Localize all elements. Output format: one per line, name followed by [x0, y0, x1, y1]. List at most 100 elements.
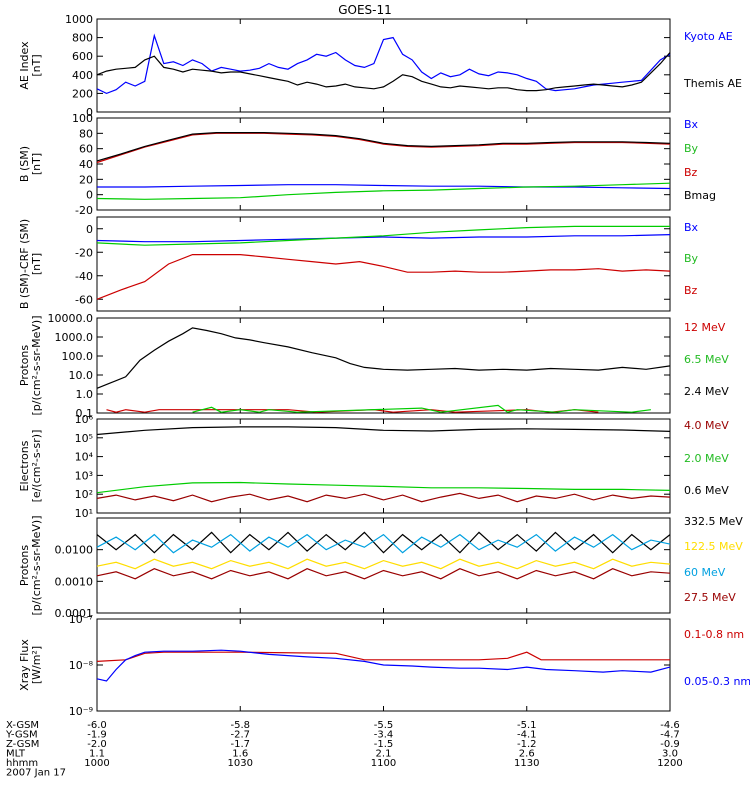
legend-entry-kyoto-ae: Kyoto AE — [684, 30, 733, 43]
legend-entry-12-mev: 12 MeV — [684, 321, 726, 334]
y-axis-label: Xray Flux — [18, 639, 31, 691]
y-tick-label: 10³ — [75, 469, 93, 482]
series-line-122-5-mev — [96, 558, 671, 570]
x-row-label-x-gsm: X-GSM — [6, 720, 39, 731]
y-tick-label: -20 — [75, 204, 93, 217]
y-tick-label: 0 — [86, 189, 93, 202]
series-line-0-05-0-3-nm — [96, 649, 671, 682]
y-tick-label: 0.0010 — [55, 575, 94, 588]
series-line-2-4-mev — [96, 327, 671, 389]
x-row-label-z-gsm: Z-GSM — [6, 739, 39, 750]
y-tick-label: 10000.0 — [48, 312, 94, 325]
x-tick-label: 1100 — [371, 758, 396, 769]
legend-entry-2-4-mev: 2.4 MeV — [684, 385, 729, 398]
x-tick-label: 1000 — [84, 758, 109, 769]
y-tick-label: -20 — [75, 246, 93, 259]
series-line-0-6-mev — [96, 426, 671, 436]
y-axis-label: B (SM) — [18, 146, 31, 182]
x-tick-label: -1.7 — [230, 739, 250, 750]
date-label: 2007 Jan 17 — [6, 768, 66, 779]
x-tick-label: -2.0 — [87, 739, 107, 750]
legend-entry-bx: Bx — [684, 118, 699, 131]
y-tick-label: 10⁻⁸ — [69, 659, 94, 672]
legend-entry-0-1-0-8-nm: 0.1-0.8 nm — [684, 628, 744, 641]
x-tick-label: -4.7 — [660, 730, 680, 741]
panel-protons_high: 0.0001 0.0010 0.0100 Protons [p/(cm²-s-sr-Me… — [18, 515, 743, 620]
y-tick-label: 1.0 — [76, 388, 94, 401]
x-tick-label: 1200 — [657, 758, 682, 769]
y-tick-label: 1000.0 — [55, 331, 94, 344]
series-line-by — [96, 225, 670, 246]
y-tick-label: 10¹ — [75, 507, 93, 520]
legend-entry-themis-ae: Themis AE — [683, 77, 742, 90]
plot-title: GOES-11 — [338, 3, 392, 17]
legend-entry-4-0-mev: 4.0 MeV — [684, 419, 729, 432]
y-tick-label: 10.0 — [69, 369, 94, 382]
y-axis-label: Protons — [18, 345, 31, 386]
legend-entry-2-0-mev: 2.0 MeV — [684, 452, 729, 465]
legend-entry-bz: Bz — [684, 166, 698, 179]
y-tick-label: 10⁻⁹ — [69, 705, 93, 718]
series-line-60-mev — [96, 533, 671, 554]
panel-protons_low: 0.1 1.0 10.0 100.0 1000.0 10000.0 Protons [p/(c… — [18, 312, 729, 420]
y-axis-label: [p/(cm²-s-sr-MeV)] — [30, 516, 43, 616]
series-line-bx — [97, 184, 671, 190]
y-tick-label: 200 — [72, 87, 93, 100]
panel-frame — [96, 418, 671, 514]
legend-entry-60-mev: 60 MeV — [684, 566, 726, 579]
x-row-label-y-gsm: Y-GSM — [5, 730, 38, 741]
x-tick-label: -5.1 — [517, 720, 537, 731]
x-tick-label: -1.2 — [517, 739, 537, 750]
legend-entry-bmag: Bmag — [684, 189, 716, 202]
legend-entry-6-5-mev: 6.5 MeV — [684, 353, 729, 366]
y-tick-label: 0.0001 — [55, 607, 94, 620]
series-line-4-0-mev — [96, 492, 671, 503]
series-line-bz — [96, 132, 671, 164]
y-tick-label: 1000 — [65, 13, 93, 26]
x-tick-label: -1.5 — [374, 739, 394, 750]
x-tick-label: -5.8 — [230, 720, 250, 731]
panel-electrons: 10¹ 10² 10³ 10⁴ 10⁵ 10⁶ Electrons [e/(cm²-s-sr)… — [18, 413, 729, 520]
legend-entry-bz: Bz — [684, 284, 698, 297]
y-axis-label: [nT] — [30, 253, 43, 275]
y-tick-label: 0.0100 — [55, 544, 94, 557]
series-line-0-1-0-8-nm — [96, 651, 670, 662]
x-row-label-hhmm: hhmm — [6, 758, 38, 769]
x-tick-label: -4.6 — [660, 720, 680, 731]
panel-bdiff: -60 -40 -20 0 B (SM)-CRF (SM) [nT] Bx By Bz — [18, 216, 699, 312]
series-line-bz — [96, 254, 671, 300]
panel-frame — [96, 317, 671, 414]
x-tick-label: -0.9 — [660, 739, 680, 750]
legend-entry-332-5-mev: 332.5 MeV — [684, 515, 743, 528]
legend-entry-by: By — [684, 252, 699, 265]
y-tick-label: 800 — [72, 32, 93, 45]
y-tick-label: 10⁵ — [75, 432, 93, 445]
x-tick-label: -6.0 — [87, 720, 107, 731]
x-row-label-mlt: MLT — [6, 749, 26, 760]
legend-entry-0-6-mev: 0.6 MeV — [684, 484, 729, 497]
y-axis-label: B (SM)-CRF (SM) — [18, 219, 31, 309]
x-tick-label: -2.7 — [230, 730, 250, 741]
y-axis-label: Electrons — [18, 440, 31, 491]
series-line-themis-ae — [96, 52, 671, 92]
series-line-by — [96, 182, 671, 200]
y-tick-label: 10² — [75, 488, 93, 501]
y-axis-label: [nT] — [30, 54, 43, 76]
legend-entry-bx: Bx — [684, 221, 699, 234]
legend-entry-27-5-mev: 27.5 MeV — [684, 591, 736, 604]
y-axis-label: [nT] — [30, 153, 43, 175]
panel-frame — [96, 117, 671, 211]
x-tick-label: -3.4 — [374, 730, 394, 741]
series-line-bx — [96, 234, 671, 243]
series-line-kyoto-ae — [96, 33, 671, 95]
y-axis-label: AE Index — [18, 41, 31, 90]
series-line-27-5-mev — [96, 568, 671, 580]
x-tick-label: 2.6 — [519, 749, 535, 760]
y-axis-label: [W/m²] — [30, 646, 43, 684]
series-line-6-5-mev — [192, 404, 651, 413]
y-tick-label: 100.0 — [62, 350, 94, 363]
y-tick-label: 10⁻⁷ — [69, 613, 93, 626]
x-tick-label: 3.0 — [662, 749, 678, 760]
legend-entry-0-05-0-3-nm: 0.05-0.3 nm — [684, 675, 750, 688]
